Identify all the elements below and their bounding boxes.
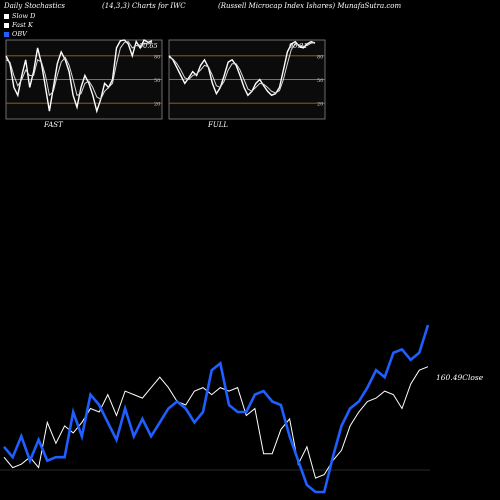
header-subtitle: (14,3,3) Charts for IWC	[102, 2, 186, 10]
legend-item-fast-k: Fast K	[4, 21, 35, 30]
series-line-1-1	[168, 41, 316, 94]
legend-swatch-slow-d	[4, 14, 9, 19]
legend-swatch-fast-k	[4, 23, 9, 28]
close-value-label: 160.49Close	[436, 373, 484, 382]
series-line-0-0	[5, 39, 153, 114]
series-line-0-1	[5, 41, 153, 101]
tick-label-1-20: 20	[317, 102, 323, 108]
legend-item-slow-d: Slow D	[4, 12, 35, 21]
tick-label-1-80: 80	[317, 54, 323, 60]
series-line-1-0	[168, 40, 316, 97]
header-source: (Russell Microcap Index Ishares) MunafaS…	[218, 2, 402, 10]
last-value-label-0: 90.65	[139, 42, 158, 50]
legend-item-obv: OBV	[4, 30, 35, 39]
full-panel-caption: FULL	[208, 121, 229, 129]
fast-panel-caption: FAST	[44, 121, 63, 129]
tick-label-0-80: 80	[154, 54, 160, 60]
last-value-label-1: 96.21	[289, 42, 308, 50]
legend-label-slow-d: Slow D	[12, 12, 36, 20]
obv-line	[3, 324, 430, 494]
legend-label-obv: OBV	[12, 30, 27, 38]
legend-label-fast-k: Fast K	[12, 21, 33, 29]
tick-label-1-50: 50	[317, 78, 323, 84]
close-line	[3, 366, 429, 479]
tick-label-0-20: 20	[154, 102, 160, 108]
header-title: Daily Stochastics	[4, 2, 66, 10]
legend: Slow D Fast K OBV	[4, 12, 35, 39]
legend-swatch-obv	[4, 32, 9, 37]
tick-label-0-50: 50	[154, 78, 160, 84]
